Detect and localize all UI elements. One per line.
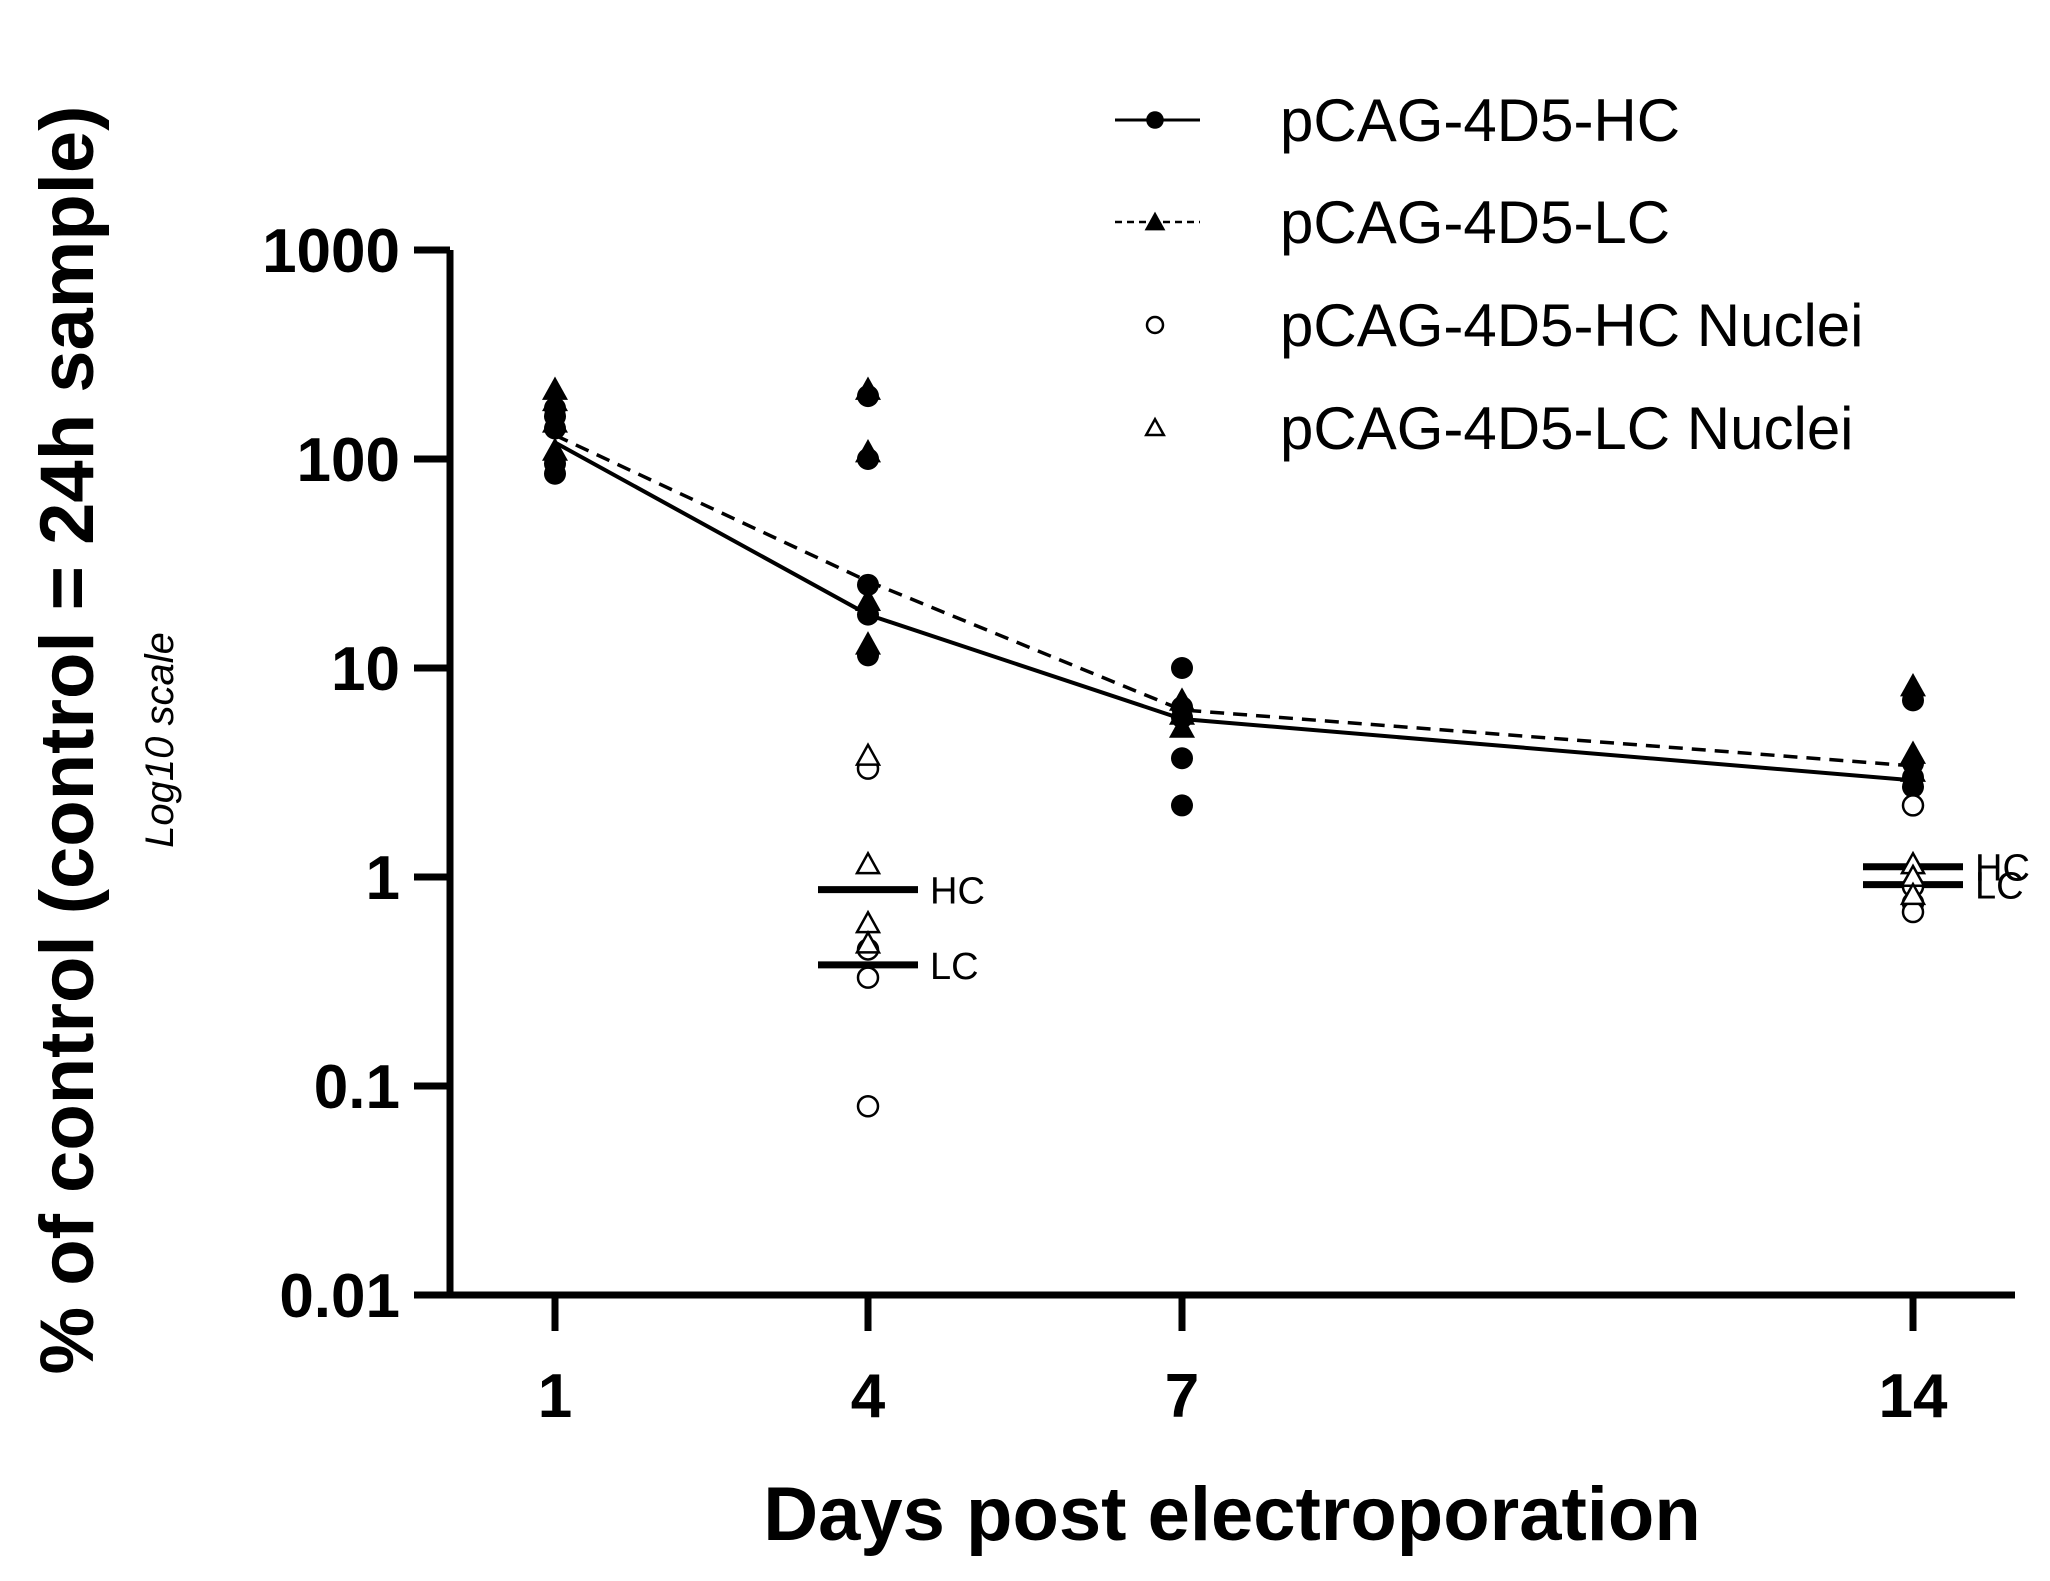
x-tick-label: 14 [1879, 1362, 1948, 1431]
legend-item: pCAG-4D5-LC [1115, 189, 1670, 256]
data-point [1900, 758, 1926, 782]
x-tick-label: 4 [851, 1362, 886, 1431]
y-tick-label: 1 [366, 844, 400, 913]
data-point [855, 439, 881, 463]
data-point [1901, 794, 1925, 817]
data-point [857, 573, 879, 596]
data-point [1169, 714, 1195, 738]
legend-label: pCAG-4D5-LC Nuclei [1280, 395, 1854, 462]
mean-lines [554, 433, 1914, 783]
data-point [854, 850, 882, 875]
legend-item: pCAG-4D5-HC Nuclei [1145, 292, 1863, 359]
data-point [542, 409, 568, 433]
legend: pCAG-4D5-HC pCAG-4D5-LC pCAG-4D5-HC Nuclei… [1115, 87, 1863, 462]
data-point [854, 930, 882, 954]
legend-label: pCAG-4D5-HC Nuclei [1280, 292, 1863, 359]
legend-marker [1144, 211, 1166, 231]
legend-marker [1145, 315, 1165, 335]
x-tick-label: 7 [1165, 1362, 1199, 1431]
data-point [856, 1095, 880, 1118]
data-point [855, 587, 881, 612]
y-axis-title: % of control (control = 24h sample) [25, 106, 110, 1375]
data-point [854, 909, 882, 934]
legend-marker [1146, 111, 1164, 129]
x-axis-title: Days post electroporation [763, 1472, 1701, 1557]
data-point [856, 966, 880, 989]
data-point [855, 376, 881, 400]
data-point [1900, 740, 1926, 764]
x-tick-label: 1 [538, 1362, 572, 1431]
legend-label: pCAG-4D5-HC [1280, 87, 1680, 154]
series-line [554, 433, 1914, 768]
data-point [1169, 701, 1195, 725]
data-point [1169, 687, 1195, 711]
y-axis-scale-note: Log10 scale [138, 632, 182, 848]
legend-marker [1144, 416, 1166, 437]
legend-item: pCAG-4D5-HC [1115, 87, 1680, 154]
data-point [1171, 794, 1193, 817]
data-point [855, 631, 881, 655]
y-tick-label: 1000 [262, 217, 400, 286]
data-point [1900, 673, 1926, 697]
median-label: HC [1975, 848, 2030, 890]
data-point [1171, 657, 1193, 679]
legend-label: pCAG-4D5-LC [1280, 189, 1670, 256]
series-line [554, 440, 1914, 783]
median-label: HC [930, 871, 985, 913]
x-ticks: 1 4 7 14 [538, 1295, 1948, 1431]
data-point [542, 437, 568, 461]
legend-item: pCAG-4D5-LC Nuclei [1144, 395, 1854, 462]
data-point [854, 742, 882, 766]
median-label: LC [1975, 866, 2024, 908]
y-tick-label: 0.01 [279, 1262, 400, 1331]
data-point [542, 376, 568, 400]
data-point [1171, 747, 1193, 770]
y-tick-label: 100 [297, 426, 400, 495]
y-tick-label: 0.1 [314, 1053, 400, 1122]
y-ticks: 1000 100 10 1 0.1 0.01 [262, 217, 450, 1331]
data-point [1899, 881, 1927, 906]
median-label: LC [930, 946, 979, 988]
axes [446, 250, 2015, 1299]
y-tick-label: 10 [331, 635, 400, 704]
data-points [542, 376, 1927, 1118]
